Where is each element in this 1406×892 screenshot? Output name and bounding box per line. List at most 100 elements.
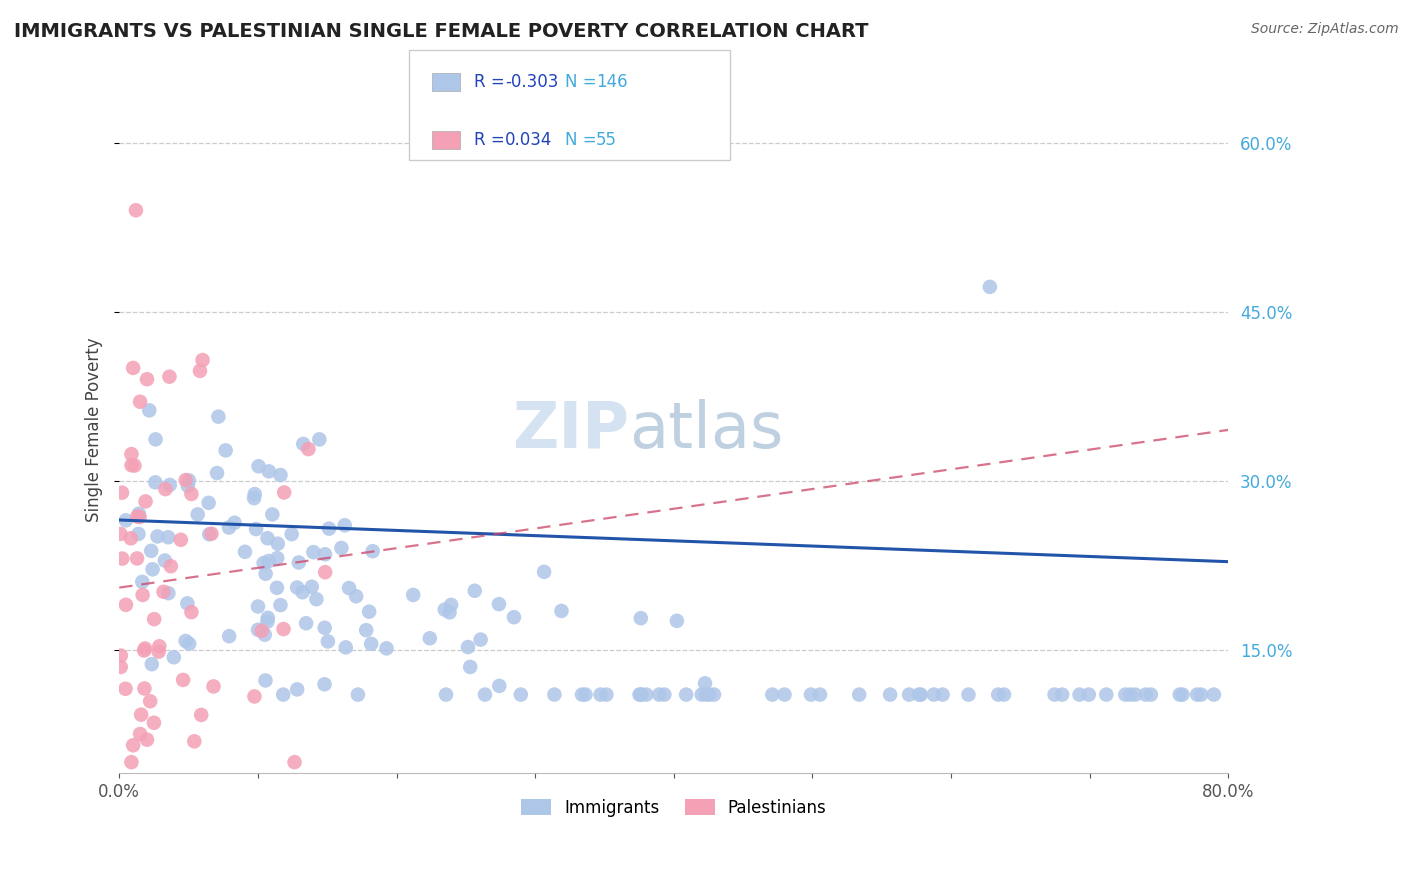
Point — [110, 527, 132, 541]
Point — [470, 632, 492, 647]
Point — [316, 634, 339, 648]
Point — [957, 688, 980, 702]
Point — [256, 615, 278, 629]
Point — [283, 755, 305, 769]
Point — [218, 520, 240, 534]
Point — [125, 551, 148, 566]
Point — [191, 353, 214, 368]
Point — [1050, 688, 1073, 702]
Point — [571, 688, 593, 702]
Point — [458, 660, 481, 674]
Point — [979, 280, 1001, 294]
Point — [159, 478, 181, 492]
Text: N =: N = — [565, 73, 602, 91]
Point — [159, 559, 181, 574]
Text: R =: R = — [474, 73, 510, 91]
Point — [122, 739, 145, 753]
Point — [262, 508, 284, 522]
Point — [159, 369, 181, 384]
Point — [488, 597, 510, 611]
Point — [488, 679, 510, 693]
Text: atlas: atlas — [630, 399, 783, 461]
Point — [224, 516, 246, 530]
Text: IMMIGRANTS VS PALESTINIAN SINGLE FEMALE POVERTY CORRELATION CHART: IMMIGRANTS VS PALESTINIAN SINGLE FEMALE … — [14, 22, 869, 41]
Point — [314, 547, 336, 561]
Point — [266, 581, 288, 595]
Point — [301, 580, 323, 594]
Point — [280, 527, 302, 541]
Text: 146: 146 — [596, 73, 627, 91]
Point — [176, 596, 198, 610]
Point — [115, 598, 138, 612]
Point — [314, 677, 336, 691]
Text: ZIP: ZIP — [512, 399, 630, 461]
Point — [439, 605, 461, 619]
Point — [121, 458, 143, 473]
Point — [354, 623, 377, 637]
Point — [143, 475, 166, 490]
Point — [233, 545, 256, 559]
Point — [474, 688, 496, 702]
Point — [1077, 688, 1099, 702]
Y-axis label: Single Female Poverty: Single Female Poverty — [86, 337, 103, 522]
Point — [145, 433, 167, 447]
Point — [177, 474, 200, 488]
Point — [773, 688, 796, 702]
Point — [190, 708, 212, 723]
Point — [136, 732, 159, 747]
Point — [879, 688, 901, 702]
Point — [630, 688, 652, 702]
Point — [550, 604, 572, 618]
Point — [589, 688, 612, 702]
Text: Source: ZipAtlas.com: Source: ZipAtlas.com — [1251, 22, 1399, 37]
Point — [142, 715, 165, 730]
Point — [595, 688, 617, 702]
Point — [250, 624, 273, 638]
Point — [419, 632, 441, 646]
Point — [247, 623, 270, 637]
Text: -0.303: -0.303 — [505, 73, 558, 91]
Point — [253, 628, 276, 642]
Point — [1171, 688, 1194, 702]
Point — [141, 657, 163, 672]
Point — [188, 364, 211, 378]
Point — [288, 556, 311, 570]
Point — [110, 648, 132, 663]
Point — [302, 545, 325, 559]
Point — [337, 581, 360, 595]
Point — [124, 458, 146, 473]
Point — [922, 688, 945, 702]
Point — [254, 673, 277, 688]
Point — [295, 616, 318, 631]
Point — [1140, 688, 1163, 702]
Point — [675, 688, 697, 702]
Point — [908, 688, 931, 702]
Point — [155, 482, 177, 496]
Point — [257, 554, 280, 568]
Point — [695, 688, 717, 702]
Point — [187, 508, 209, 522]
Point — [270, 468, 292, 483]
Point — [360, 637, 382, 651]
Point — [693, 676, 716, 690]
Point — [440, 598, 463, 612]
Point — [292, 437, 315, 451]
Point — [177, 479, 200, 493]
Point — [125, 203, 148, 218]
Point — [347, 688, 370, 702]
Point — [174, 473, 197, 487]
Point — [1168, 688, 1191, 702]
Point — [134, 643, 156, 657]
Point — [120, 532, 142, 546]
Point — [636, 688, 658, 702]
Point — [128, 510, 150, 524]
Point — [129, 727, 152, 741]
Point — [200, 526, 222, 541]
Point — [243, 491, 266, 505]
Point — [122, 360, 145, 375]
Point — [314, 565, 336, 579]
Legend: Immigrants, Palestinians: Immigrants, Palestinians — [515, 792, 834, 823]
Point — [464, 583, 486, 598]
Point — [285, 581, 308, 595]
Point — [128, 507, 150, 521]
